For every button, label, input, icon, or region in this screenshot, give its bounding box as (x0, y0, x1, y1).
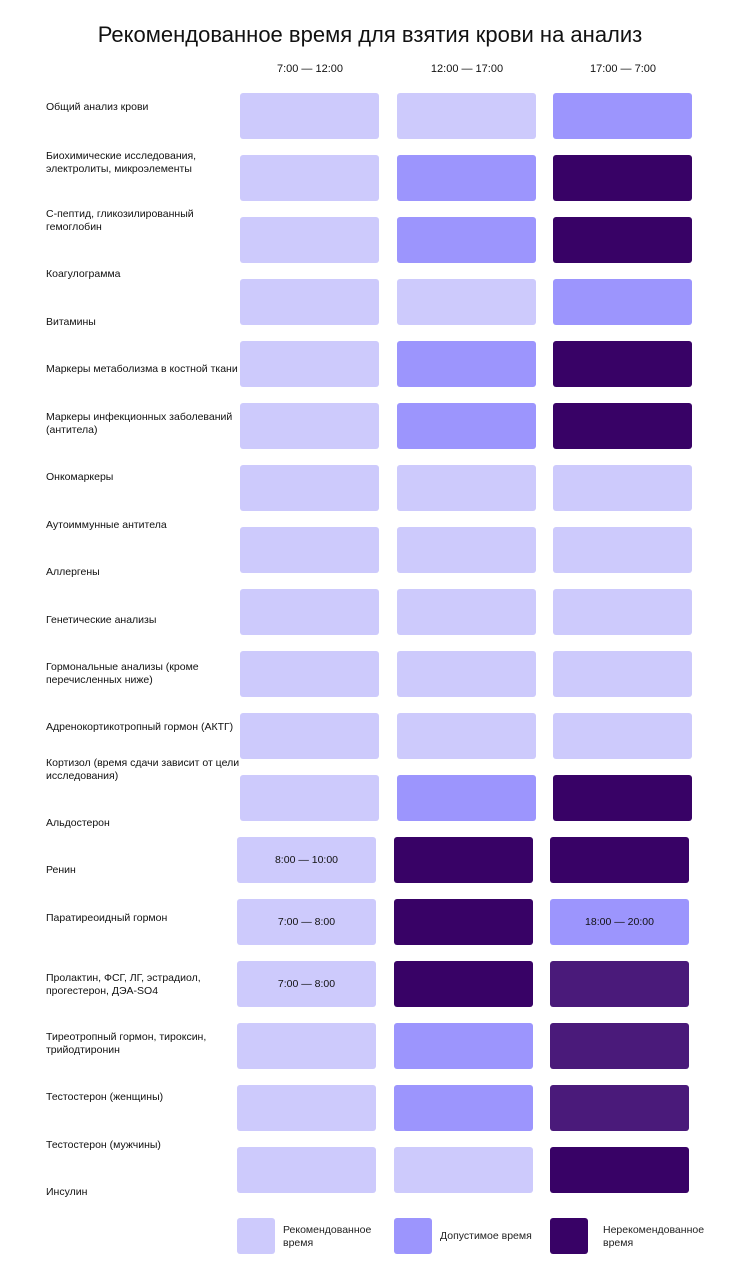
time-cell (397, 217, 536, 263)
time-cell (240, 217, 379, 263)
time-range-label: 18:00 — 20:00 (585, 916, 654, 928)
time-cell (397, 341, 536, 387)
time-cell (397, 527, 536, 573)
time-cell (240, 465, 379, 511)
test-label: Коагулограмма (46, 268, 121, 280)
test-label: С-пептид, гликозилированный гемоглобин (46, 208, 194, 233)
test-label: Тиреотропный гормон, тироксин, трийодтир… (46, 1031, 207, 1056)
time-cell (553, 279, 692, 325)
column-header: 17:00 — 7:00 (589, 63, 657, 75)
time-cell (553, 403, 692, 449)
test-label: Тестостерон (мужчины) (46, 1139, 161, 1151)
test-label: Биохимические исследования, электролиты,… (46, 150, 197, 175)
time-cell (240, 155, 379, 201)
page-title: Рекомендованное время для взятия крови н… (97, 22, 643, 47)
time-cell (240, 403, 379, 449)
time-cell (553, 651, 692, 697)
legend-swatch (550, 1218, 588, 1254)
time-cell (394, 899, 533, 945)
time-range-label: 7:00 — 8:00 (277, 916, 336, 928)
time-cell (240, 341, 379, 387)
time-cell (237, 1085, 376, 1131)
time-cell (550, 837, 689, 883)
time-cell (553, 155, 692, 201)
test-label: Онкомаркеры (46, 471, 114, 483)
test-label: Маркеры инфекционных заболеваний (антите… (46, 411, 233, 436)
time-cell (397, 155, 536, 201)
test-label: Кортизол (время сдачи зависит от цели ис… (46, 757, 240, 782)
time-cell (553, 713, 692, 759)
test-label: Ренин (46, 864, 76, 876)
time-cell (553, 775, 692, 821)
time-cell (240, 279, 379, 325)
time-cell (550, 961, 689, 1007)
test-label: Инсулин (46, 1186, 88, 1198)
time-range-label: 7:00 — 8:00 (277, 978, 336, 990)
time-cell (394, 961, 533, 1007)
time-cell: 18:00 — 20:00 (550, 899, 689, 945)
time-cell (397, 775, 536, 821)
test-label: Аутоиммунные антитела (46, 519, 167, 531)
time-cell: 8:00 — 10:00 (237, 837, 376, 883)
test-label: Адренокортикотропный гормон (АКТГ) (46, 721, 234, 733)
test-label: Аллергены (46, 566, 100, 578)
time-cell (397, 589, 536, 635)
test-label: Альдостерон (46, 817, 110, 829)
time-cell (240, 775, 379, 821)
column-header: 12:00 — 17:00 (430, 63, 504, 75)
time-cell (397, 713, 536, 759)
test-label: Тестостерон (женщины) (46, 1091, 164, 1103)
time-range-label: 8:00 — 10:00 (274, 854, 339, 866)
time-cell: 7:00 — 8:00 (237, 899, 376, 945)
time-cell (553, 93, 692, 139)
time-cell (394, 1085, 533, 1131)
test-label: Гормональные анализы (кроме перечисленны… (46, 661, 199, 686)
test-label: Витамины (46, 316, 96, 328)
test-label: Маркеры метаболизма в костной ткани (46, 363, 238, 375)
time-cell (550, 1085, 689, 1131)
legend-swatch (394, 1218, 432, 1254)
time-cell (240, 93, 379, 139)
test-label: Общий анализ крови (46, 101, 149, 113)
time-cell (237, 1023, 376, 1069)
legend-label: Рекомендованное время (283, 1224, 372, 1249)
time-cell (550, 1147, 689, 1193)
time-cell: 7:00 — 8:00 (237, 961, 376, 1007)
time-cell (240, 589, 379, 635)
time-cell (397, 93, 536, 139)
time-cell (394, 1023, 533, 1069)
time-cell (240, 651, 379, 697)
time-cell (553, 527, 692, 573)
time-cell (397, 465, 536, 511)
test-label: Пролактин, ФСГ, ЛГ, эстрадиол, прогестер… (46, 972, 201, 997)
time-cell (397, 403, 536, 449)
legend-swatch (237, 1218, 275, 1254)
time-cell (397, 651, 536, 697)
time-cell (237, 1147, 376, 1193)
time-cell (397, 279, 536, 325)
time-cell (553, 341, 692, 387)
time-cell (553, 589, 692, 635)
column-header: 7:00 — 12:00 (276, 63, 344, 75)
time-cell (553, 217, 692, 263)
time-cell (394, 837, 533, 883)
time-cell (553, 465, 692, 511)
test-label: Паратиреоидный гормон (46, 912, 168, 924)
time-cell (240, 527, 379, 573)
time-cell (240, 713, 379, 759)
time-cell (550, 1023, 689, 1069)
time-cell (394, 1147, 533, 1193)
legend-label: Нерекомендованное время (603, 1224, 705, 1249)
legend-label: Допустимое время (440, 1230, 532, 1242)
test-label: Генетические анализы (46, 614, 157, 626)
